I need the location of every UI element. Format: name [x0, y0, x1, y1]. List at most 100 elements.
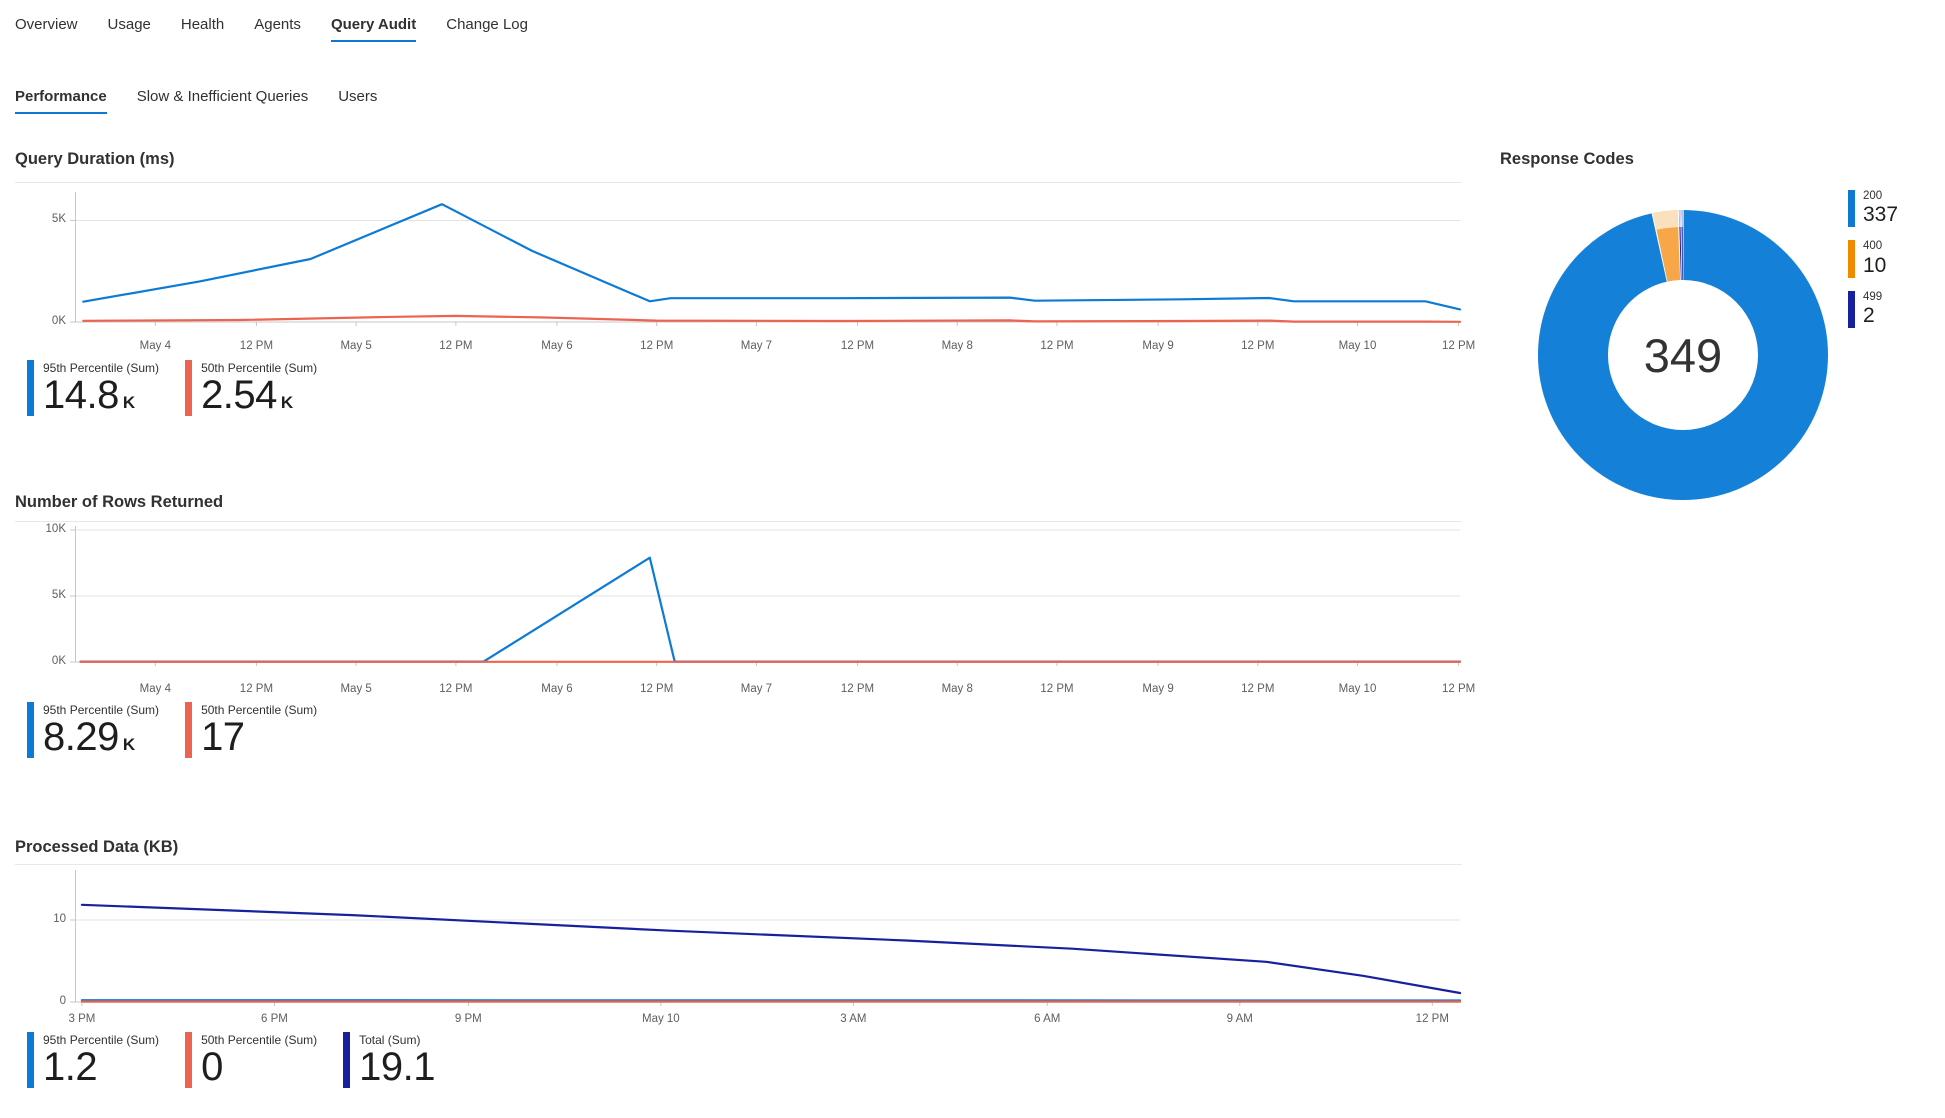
x-tick-label: May 9	[1142, 683, 1174, 695]
legend-value-suffix: K	[122, 735, 136, 754]
divider	[15, 182, 1462, 183]
x-tick-label: 9 AM	[1226, 1013, 1253, 1025]
tab-slow-inefficient-queries[interactable]: Slow & Inefficient Queries	[136, 88, 309, 105]
legend-value-suffix: K	[122, 393, 136, 412]
legend-item: 50th Percentile (Sum) 17	[185, 702, 317, 758]
top-tab-bar: Overview Usage Health Agents Query Audit…	[15, 16, 528, 42]
processed-data-plot[interactable]	[70, 870, 1462, 1006]
tab-usage[interactable]: Usage	[107, 16, 151, 33]
line-chart-svg	[70, 192, 1462, 326]
x-tick-label: May 9	[1142, 340, 1174, 352]
series-line	[79, 556, 1462, 663]
response-codes-legend: 200 337 400 10 499 2	[1848, 190, 1898, 341]
rows-returned-plot[interactable]	[70, 526, 1462, 666]
legend-text: 95th Percentile (Sum) 1.2	[43, 1032, 159, 1088]
legend-value: 17	[201, 717, 317, 758]
query-duration-legend: 95th Percentile (Sum) 14.8 K 50th Percentil…	[27, 360, 317, 416]
tab-change-log[interactable]: Change Log	[446, 16, 528, 33]
legend-value: 2.54 K	[201, 375, 317, 416]
processed-data-legend: 95th Percentile (Sum) 1.2 50th Percentile …	[27, 1032, 435, 1088]
legend-color-bar	[185, 1032, 193, 1088]
legend-value-number: 1.2	[43, 1045, 98, 1089]
rows-returned-x-axis: May 4 12 PM May 5 12 PM May 6 12 PM May 7 12 PM…	[75, 679, 1476, 695]
legend-item: 95th Percentile (Sum) 8.29 K	[27, 702, 159, 758]
donut-legend-code: 200	[1863, 190, 1883, 202]
donut-legend-count: 10	[1863, 253, 1887, 277]
legend-value-number: 17	[201, 715, 245, 759]
y-tick-label: 5K	[51, 588, 66, 601]
donut-total-count: 349	[1643, 328, 1723, 382]
legend-value-number: 0	[201, 1045, 223, 1089]
legend-value: 19.1	[359, 1047, 435, 1088]
x-tick-label: May 5	[340, 683, 372, 695]
rows-returned-y-axis: 10K 5K 0K	[0, 523, 66, 667]
x-tick-label: May 4	[139, 340, 171, 352]
tab-users[interactable]: Users	[338, 88, 378, 105]
x-tick-label: 12 PM	[239, 340, 274, 352]
legend-value: 1.2	[43, 1047, 159, 1088]
donut-legend-item: 200 337	[1848, 190, 1898, 228]
x-tick-label: 12 PM	[439, 683, 473, 695]
tab-overview[interactable]: Overview	[15, 16, 78, 33]
x-tick-label: 3 PM	[68, 1013, 96, 1025]
x-tick-label: May 6	[541, 340, 573, 352]
donut-legend-count: 337	[1863, 203, 1899, 227]
y-tick-label: 5K	[51, 213, 66, 226]
x-tick-label: 6 PM	[261, 1013, 288, 1025]
legend-text: 95th Percentile (Sum) 14.8 K	[43, 360, 159, 416]
donut-svg	[1538, 210, 1828, 500]
legend-color-bar	[343, 1032, 351, 1088]
legend-value: 14.8 K	[43, 375, 159, 416]
x-tick-label: 12 PM	[439, 340, 473, 352]
legend-text: Total (Sum) 19.1	[359, 1032, 435, 1088]
tab-query-audit[interactable]: Query Audit	[330, 16, 417, 42]
legend-text: 95th Percentile (Sum) 8.29 K	[43, 702, 159, 758]
tab-performance[interactable]: Performance	[15, 88, 107, 114]
response-codes-donut[interactable]: 349	[1538, 210, 1828, 500]
x-tick-label: May 8	[941, 683, 973, 695]
tab-health[interactable]: Health	[180, 16, 225, 33]
x-tick-label: 12 PM	[1441, 340, 1476, 352]
x-tick-label: 3 AM	[840, 1013, 867, 1025]
line-chart-svg	[70, 526, 1462, 666]
x-tick-label: May 7	[740, 340, 773, 352]
legend-color-bar	[185, 702, 193, 758]
processed-data-x-axis: 3 PM 6 PM 9 PM May 10 3 AM 6 AM 9 AM 12 PM	[69, 1009, 1460, 1025]
donut-legend-text: 200 337	[1863, 190, 1898, 227]
donut-legend-code: 400	[1863, 240, 1883, 253]
chart-title-query-duration: Query Duration (ms)	[15, 150, 175, 168]
y-tick-label: 0K	[51, 655, 66, 667]
series-line	[82, 203, 1462, 311]
legend-series-label: 95th Percentile (Sum)	[43, 361, 160, 375]
query-audit-sub-tab-bar: Performance Slow & Inefficient Queries U…	[15, 88, 377, 114]
x-tick-label: 12 PM	[1040, 683, 1074, 695]
x-tick-label: May 10	[1338, 683, 1377, 695]
chart-title-rows-returned: Number of Rows Returned	[15, 493, 224, 511]
legend-value: 0	[201, 1047, 317, 1088]
legend-series-label: 95th Percentile (Sum)	[43, 1033, 160, 1047]
legend-series-label: 50th Percentile (Sum)	[201, 703, 318, 717]
legend-item: 95th Percentile (Sum) 1.2	[27, 1032, 159, 1088]
rows-returned-legend: 95th Percentile (Sum) 8.29 K 50th Percentil…	[27, 702, 317, 758]
donut-title-response-codes: Response Codes	[1500, 150, 1634, 168]
divider	[15, 521, 1462, 522]
donut-legend-text: 400 10	[1863, 240, 1886, 277]
x-tick-label: May 6	[541, 683, 573, 695]
y-tick-label: 0K	[51, 315, 66, 327]
tab-agents[interactable]: Agents	[254, 16, 301, 33]
chart-title-processed-data: Processed Data (KB)	[15, 838, 179, 856]
x-tick-label: 12 PM	[640, 683, 674, 695]
donut-legend-color-bar	[1848, 290, 1855, 329]
legend-text: 50th Percentile (Sum) 2.54 K	[201, 360, 317, 416]
y-tick-label: 10	[53, 913, 66, 925]
series-line	[82, 314, 1462, 323]
donut-legend-text: 499 2	[1863, 291, 1882, 328]
legend-color-bar	[27, 360, 34, 416]
query-duration-plot[interactable]	[70, 192, 1462, 326]
x-tick-label: 12 PM	[640, 340, 674, 352]
legend-color-bar	[27, 1032, 34, 1088]
x-tick-label: 12 PM	[840, 683, 875, 695]
x-tick-label: 12 PM	[1241, 340, 1275, 352]
x-tick-label: May 5	[340, 340, 372, 352]
